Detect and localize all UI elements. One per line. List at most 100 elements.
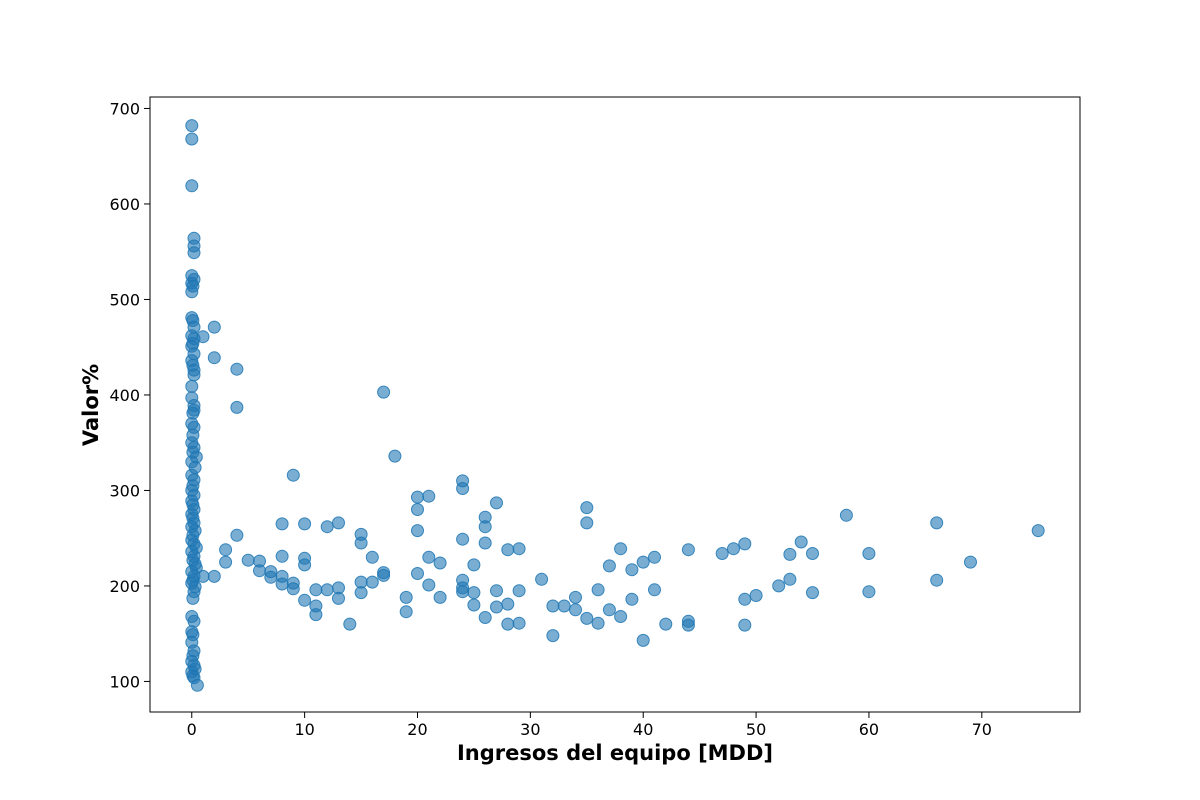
data-point	[309, 583, 323, 597]
data-point	[490, 584, 503, 598]
data-point	[377, 385, 391, 399]
data-point	[806, 586, 819, 600]
data-point	[501, 617, 515, 631]
data-point	[332, 591, 345, 605]
data-point	[230, 400, 244, 414]
data-point	[241, 553, 255, 567]
data-point	[659, 617, 673, 631]
data-point	[478, 520, 492, 534]
data-point	[264, 570, 278, 584]
x-axis-ticks: 0 10 20 30 40 50 60 70	[187, 712, 992, 739]
data-point	[467, 558, 481, 572]
x-tick-label: 70	[972, 720, 992, 739]
data-point	[535, 572, 549, 586]
data-point	[580, 501, 594, 515]
x-tick-label: 10	[294, 720, 314, 739]
data-point	[783, 547, 797, 561]
data-point	[286, 582, 300, 596]
data-point	[190, 678, 204, 692]
x-axis-label: Ingresos del equipo [MDD]	[457, 741, 773, 765]
data-point	[862, 585, 876, 599]
data-point	[512, 616, 526, 630]
data-point	[749, 589, 763, 602]
data-point	[964, 555, 977, 569]
data-point	[309, 608, 323, 622]
data-point	[478, 536, 492, 550]
data-point	[580, 611, 594, 625]
data-point	[591, 616, 605, 630]
data-point	[1031, 524, 1045, 538]
data-point	[862, 547, 876, 560]
data-point	[253, 564, 266, 578]
data-point	[298, 558, 312, 572]
y-tick-label: 200	[109, 577, 140, 596]
data-point	[185, 119, 199, 133]
data-point	[275, 517, 289, 531]
y-axis-ticks: 100 200 300 400 500 600 700	[109, 99, 150, 691]
x-tick-label: 30	[520, 720, 540, 739]
data-point	[806, 547, 819, 560]
data-point	[490, 496, 503, 510]
data-point	[411, 503, 424, 516]
data-point	[230, 528, 244, 542]
data-point	[614, 610, 628, 623]
y-tick-label: 300	[109, 481, 140, 500]
data-point	[207, 351, 221, 365]
data-point	[186, 591, 200, 605]
data-point	[185, 132, 199, 146]
data-point	[456, 532, 470, 546]
data-point	[602, 603, 616, 617]
data-point	[738, 618, 752, 632]
data-point	[411, 490, 424, 504]
data-point	[727, 542, 740, 556]
data-point	[557, 599, 571, 613]
data-point	[478, 611, 492, 624]
data-point	[275, 549, 289, 563]
data-point	[275, 569, 289, 583]
data-point	[467, 586, 481, 600]
data-point	[772, 579, 786, 593]
data-point	[681, 543, 695, 557]
y-tick-label: 700	[109, 99, 140, 118]
data-point	[332, 516, 345, 530]
data-point	[354, 536, 368, 550]
data-point	[320, 583, 334, 597]
y-tick-label: 600	[109, 195, 140, 214]
data-point	[839, 508, 853, 522]
data-point	[738, 592, 752, 606]
data-point	[681, 618, 695, 632]
data-point	[433, 556, 447, 570]
data-point	[433, 590, 447, 604]
data-point	[196, 569, 210, 583]
data-point	[546, 629, 560, 643]
y-tick-label: 100	[109, 672, 140, 691]
data-point	[648, 583, 661, 597]
data-point	[569, 603, 582, 617]
data-point	[738, 537, 752, 551]
data-point	[794, 535, 808, 549]
data-point	[207, 569, 221, 583]
data-point	[636, 555, 650, 569]
data-point	[625, 563, 639, 577]
data-points	[185, 119, 1045, 692]
data-point	[930, 516, 944, 530]
data-point	[546, 599, 560, 613]
y-tick-label: 500	[109, 290, 140, 309]
x-tick-label: 20	[407, 720, 427, 739]
data-point	[569, 590, 582, 604]
data-point	[207, 320, 221, 334]
data-point	[467, 598, 481, 612]
data-point	[185, 379, 199, 393]
data-point	[286, 468, 300, 482]
data-point	[715, 547, 729, 560]
data-point	[365, 575, 379, 589]
data-point	[614, 542, 628, 556]
data-point	[230, 362, 244, 376]
data-point	[354, 586, 368, 600]
data-point	[219, 543, 233, 557]
y-axis-label: Valor%	[79, 364, 103, 446]
data-point	[456, 585, 470, 599]
data-point	[343, 617, 357, 631]
